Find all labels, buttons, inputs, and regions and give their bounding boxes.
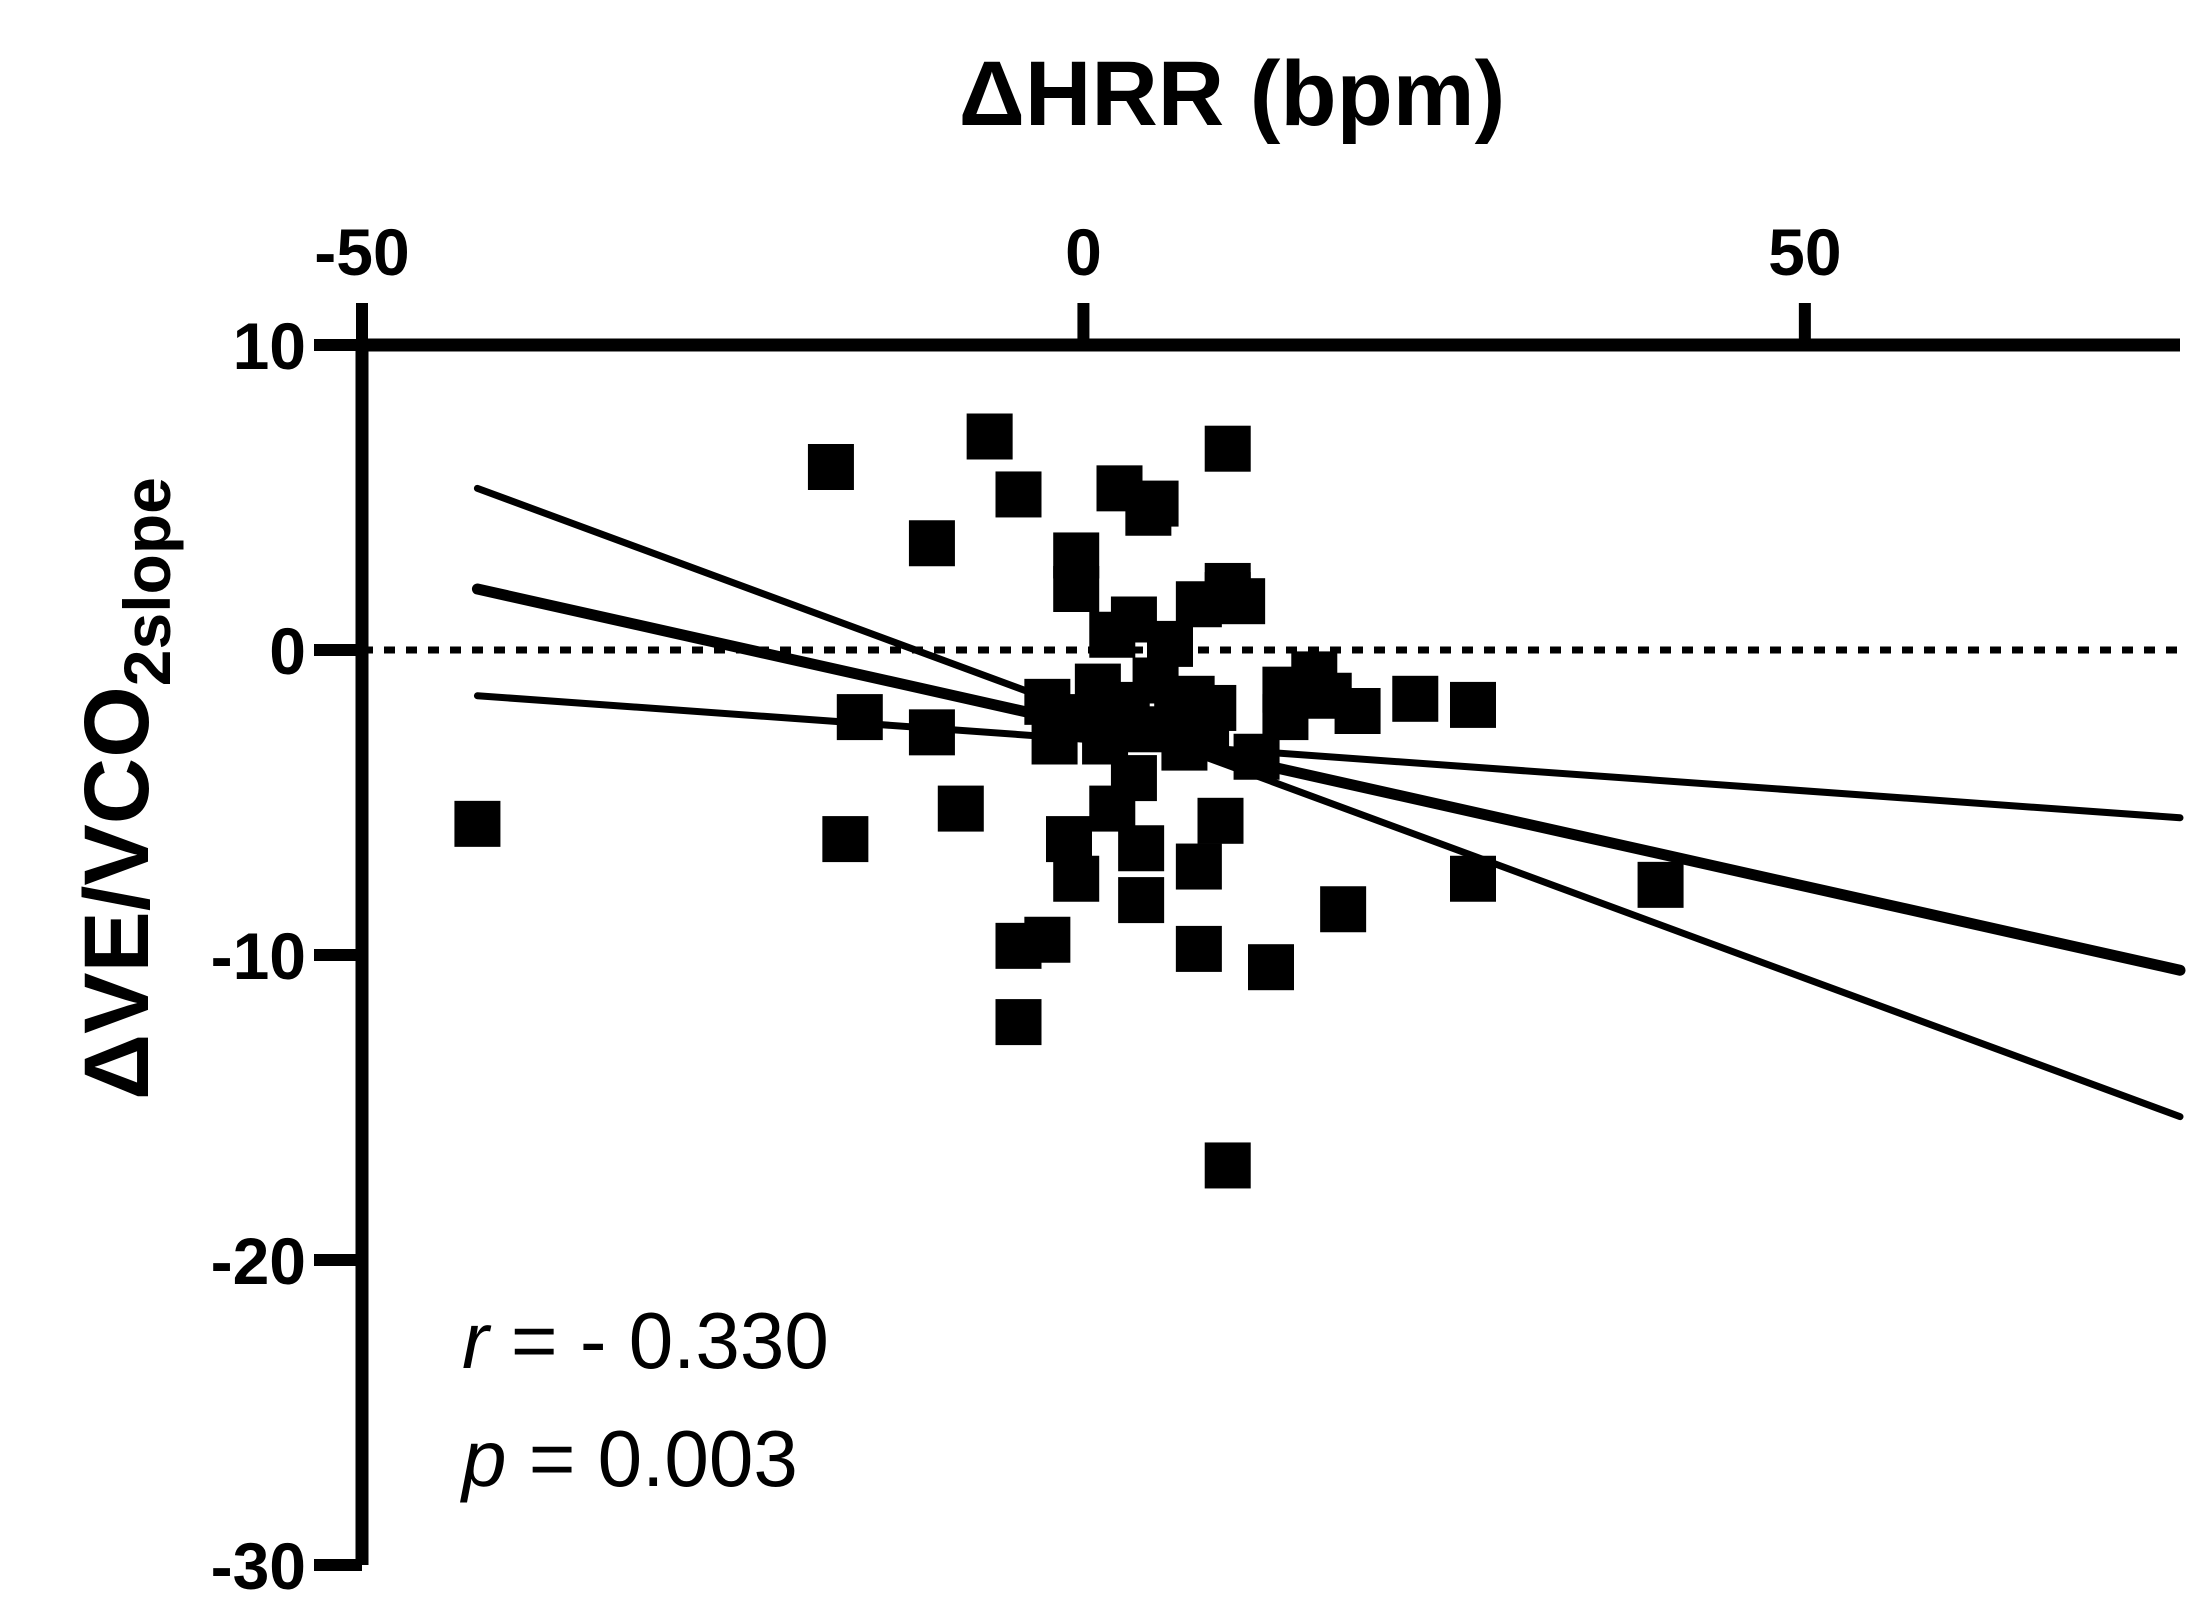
data-point bbox=[1334, 688, 1381, 734]
data-point bbox=[1450, 681, 1496, 728]
data-point bbox=[995, 999, 1042, 1046]
data-point bbox=[937, 785, 984, 832]
y-tick-label: -30 bbox=[211, 1529, 306, 1603]
data-point bbox=[1320, 886, 1367, 933]
data-point bbox=[1118, 825, 1165, 872]
data-point bbox=[1132, 480, 1179, 527]
data-point bbox=[1053, 855, 1100, 902]
data-points bbox=[454, 413, 1684, 1189]
data-point bbox=[966, 413, 1013, 460]
regression-lines bbox=[471, 484, 2186, 1121]
data-point bbox=[1024, 916, 1071, 963]
y-axis-title: ΔVE/VCO2slope bbox=[66, 477, 184, 1100]
data-point bbox=[995, 471, 1042, 518]
data-point bbox=[822, 816, 869, 863]
x-tick-label: -50 bbox=[314, 215, 409, 289]
r-annotation: r = - 0.330 bbox=[462, 1296, 829, 1385]
data-point bbox=[1190, 684, 1237, 731]
data-point bbox=[1053, 566, 1100, 612]
data-point bbox=[1147, 620, 1193, 667]
data-point bbox=[1392, 675, 1439, 722]
y-tick-label: 10 bbox=[233, 309, 306, 383]
y-tick-label: -10 bbox=[211, 919, 306, 993]
data-point bbox=[1219, 578, 1266, 625]
data-point bbox=[1175, 925, 1222, 972]
p-value: = 0.003 bbox=[529, 1414, 798, 1503]
x-axis-title: ΔHRR (bpm) bbox=[959, 43, 1505, 145]
x-tick-label: 50 bbox=[1768, 215, 1841, 289]
data-point bbox=[454, 800, 501, 847]
data-point bbox=[1637, 861, 1684, 908]
data-point bbox=[1233, 733, 1280, 780]
p-symbol: p bbox=[460, 1414, 507, 1503]
y-axis-title-main: ΔVE/VCO bbox=[66, 686, 168, 1100]
data-point bbox=[807, 444, 854, 490]
data-point bbox=[908, 709, 955, 756]
lower-confidence-line bbox=[473, 692, 2184, 822]
data-point bbox=[836, 694, 883, 741]
x-tick-label: 0 bbox=[1065, 215, 1102, 289]
data-point bbox=[1450, 855, 1496, 902]
r-value: = - 0.330 bbox=[511, 1296, 829, 1385]
data-point bbox=[1175, 843, 1222, 890]
data-point bbox=[1197, 797, 1244, 844]
data-point bbox=[1262, 694, 1309, 741]
data-point bbox=[1024, 678, 1071, 725]
r-symbol: r bbox=[462, 1296, 492, 1385]
data-point bbox=[1204, 1142, 1251, 1189]
p-annotation: p = 0.003 bbox=[460, 1414, 798, 1503]
upper-confidence-line bbox=[473, 484, 2184, 1121]
data-point bbox=[1118, 877, 1165, 924]
y-tick-label: -20 bbox=[211, 1224, 306, 1298]
y-axis-title-subscript: 2slope bbox=[110, 477, 184, 686]
y-tick-label: 0 bbox=[269, 614, 306, 688]
data-point bbox=[1204, 425, 1251, 472]
data-point bbox=[1110, 755, 1157, 802]
data-point bbox=[1046, 816, 1092, 863]
data-point bbox=[908, 520, 955, 567]
data-point bbox=[1248, 944, 1294, 991]
